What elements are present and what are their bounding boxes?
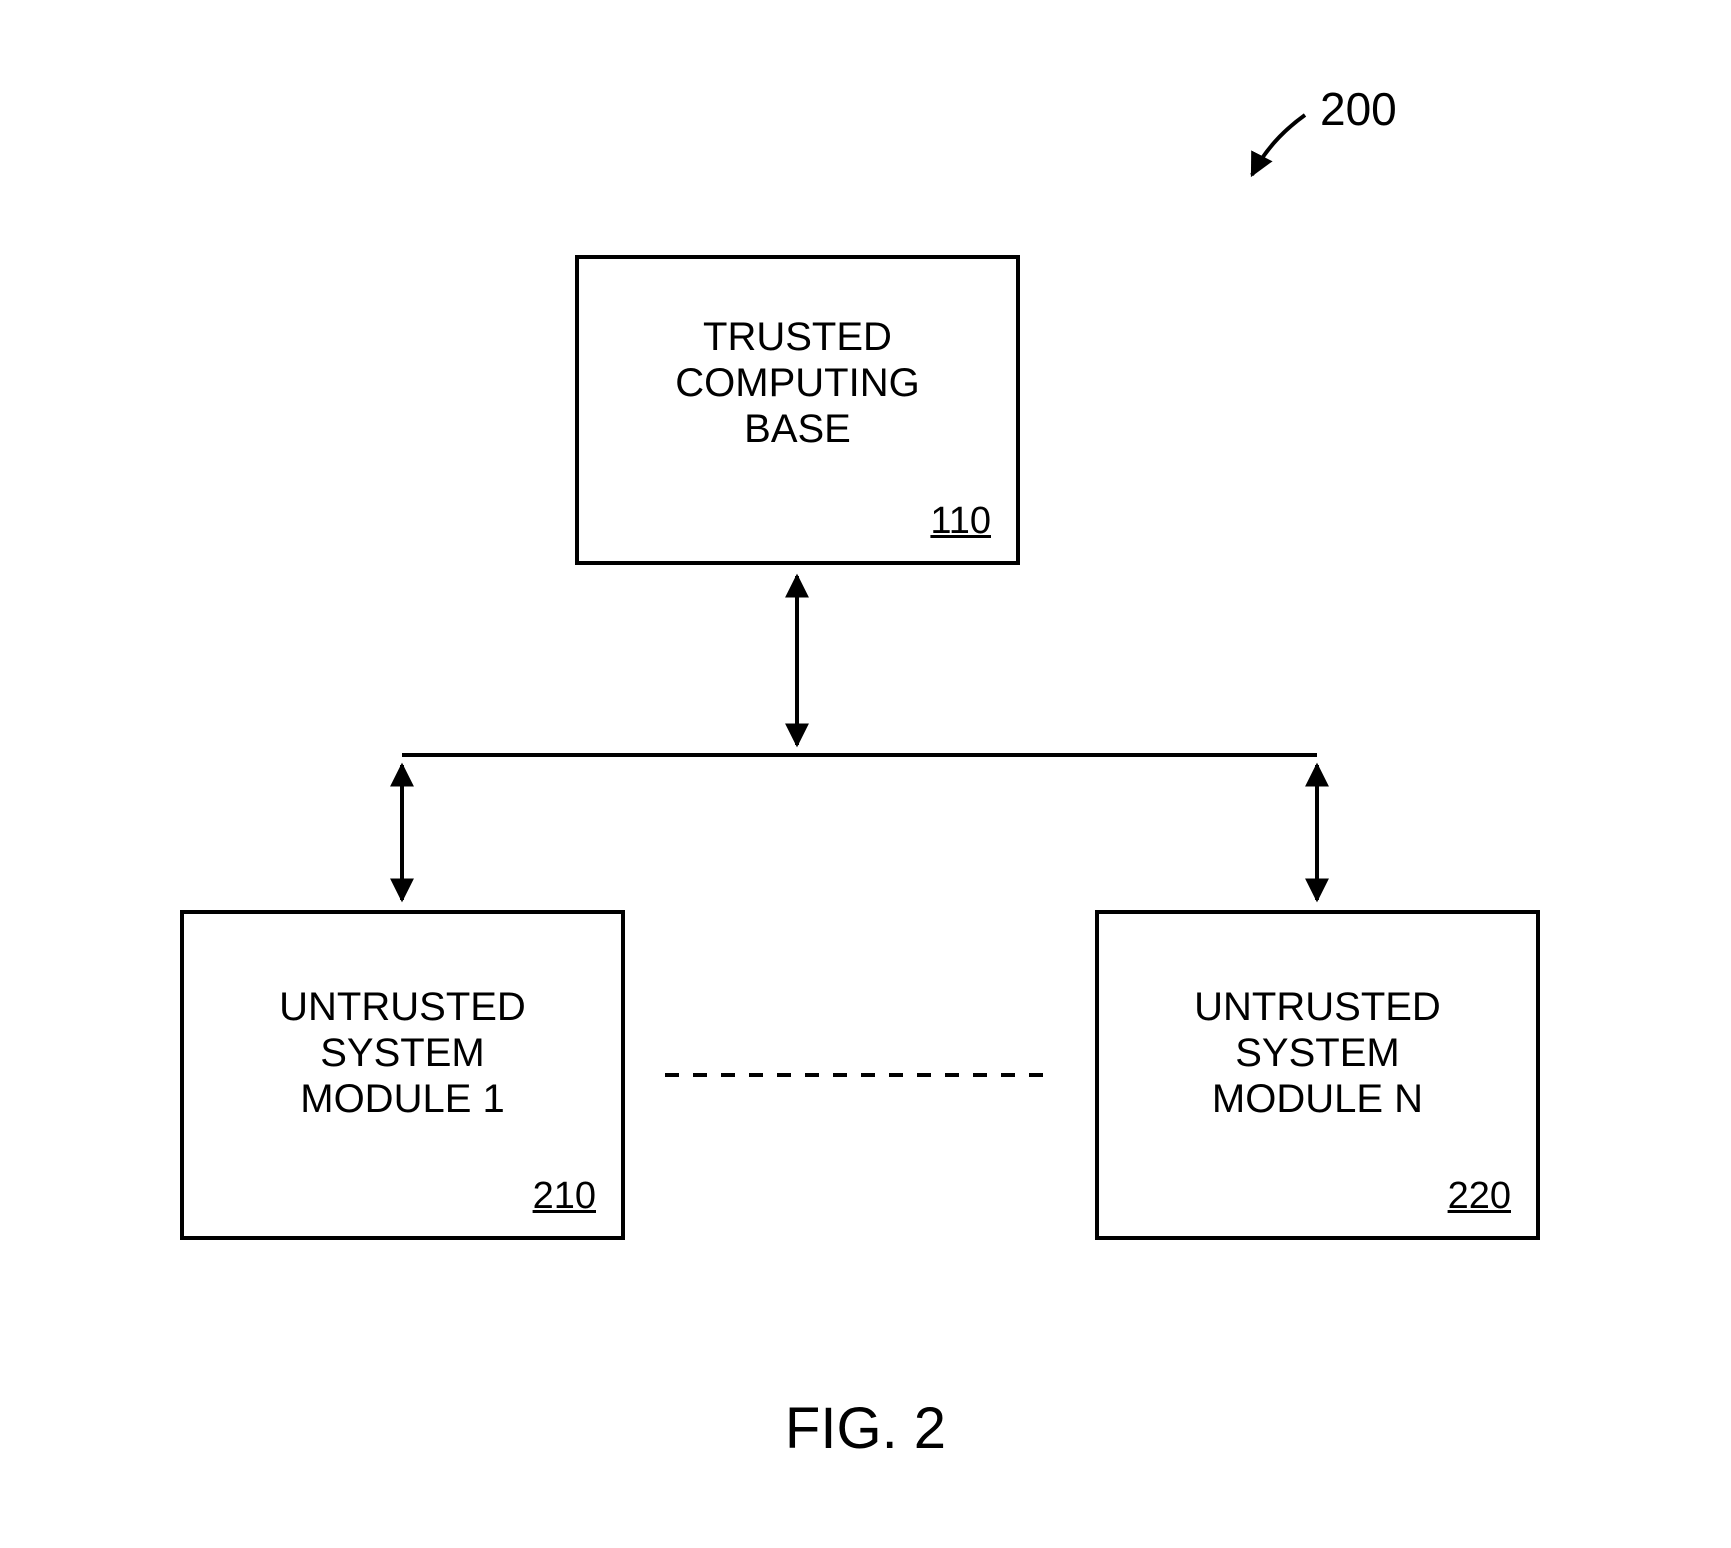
- node-mod1-number: 210: [533, 1175, 596, 1218]
- node-modN-number: 220: [1448, 1175, 1511, 1218]
- diagram-canvas: 200 TRUSTED COMPUTING BASE 110 UNTRUSTED…: [0, 0, 1731, 1548]
- figure-caption: FIG. 2: [0, 1395, 1731, 1462]
- node-mod1-label: UNTRUSTED SYSTEM MODULE 1: [184, 984, 621, 1122]
- node-untrusted-module-1: UNTRUSTED SYSTEM MODULE 1 210: [180, 910, 625, 1240]
- node-modN-label: UNTRUSTED SYSTEM MODULE N: [1099, 984, 1536, 1122]
- connector-overlay: [0, 0, 1731, 1548]
- figure-ref-number: 200: [1320, 82, 1397, 136]
- node-tcb-number: 110: [930, 500, 991, 543]
- ref-arrow-200: [1252, 115, 1305, 175]
- node-untrusted-module-n: UNTRUSTED SYSTEM MODULE N 220: [1095, 910, 1540, 1240]
- node-trusted-computing-base: TRUSTED COMPUTING BASE 110: [575, 255, 1020, 565]
- node-tcb-label: TRUSTED COMPUTING BASE: [579, 314, 1016, 452]
